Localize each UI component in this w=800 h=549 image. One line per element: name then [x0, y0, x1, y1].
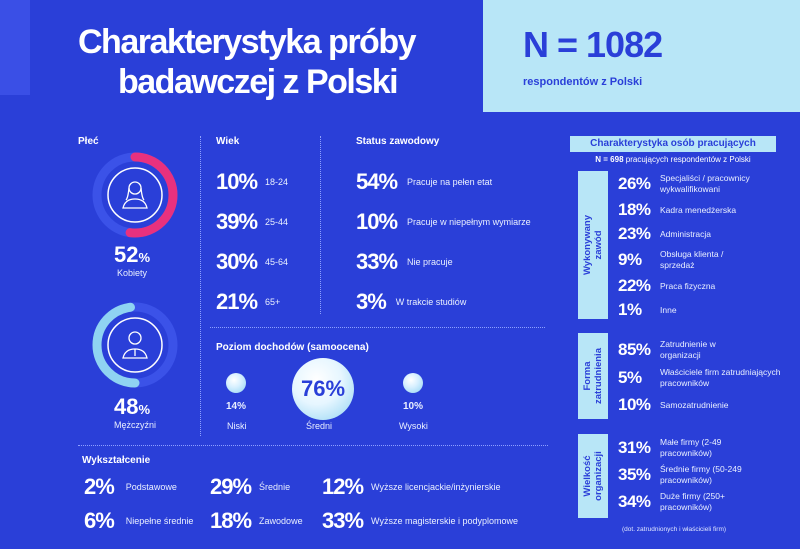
title-line-1: Charakterystyka próby [78, 23, 417, 61]
size-row: 34% Duże firmy (250+ pracowników) [618, 490, 725, 512]
income-mid-circle: 76% [292, 358, 354, 420]
size-row: 31% Małe firmy (2-49 pracowników) [618, 436, 722, 458]
employment-row: 10% Samozatrudnienie [618, 395, 729, 414]
income-mid-label: Średni [306, 421, 333, 431]
women-ring [90, 150, 180, 245]
education-item: 29% Średnie [210, 474, 291, 499]
occupation-list: 26% Specjaliści / pracownicy wykwalifikow… [618, 170, 788, 322]
status-row: 3% W trakcie studiów [356, 289, 467, 314]
status-heading: Status zawodowy [356, 136, 440, 147]
employment-row: 85% Zatrudnienie w organizacji [618, 339, 716, 360]
divider [320, 136, 321, 314]
page-title: Charakterystyka próby badawczej z Polski [78, 22, 458, 102]
occupation-row: 23% Administracja [618, 224, 712, 243]
sample-size-label: respondentów z Polski [523, 76, 643, 88]
education-item: 33% Wyższe magisterskie i podyplomowe [322, 508, 519, 533]
income-mid-value: 76% [300, 376, 346, 401]
status-row: 33% Nie pracuje [356, 249, 453, 274]
occupation-label-box: Wykonywany zawód [578, 171, 608, 319]
size-row: 35% Średnie firmy (50-249 pracowników) [618, 463, 742, 485]
status-row: 10% Pracuje w niepełnym wymiarze [356, 209, 531, 234]
men-percentage: 48% [114, 394, 151, 419]
income-high-label: Wysoki [399, 421, 428, 431]
gender-heading: Płeć [78, 136, 99, 147]
men-ring-chart [92, 302, 178, 388]
woman-icon [122, 181, 148, 209]
divider [210, 327, 545, 328]
income-low-label: Niski [227, 421, 247, 431]
sample-size-box: N = 1082 respondentów z Polski [483, 0, 800, 112]
working-subheading: N = 698 pracujących respondentów z Polsk… [595, 155, 751, 164]
education-item: 18% Zawodowe [210, 508, 303, 533]
working-heading: Charakterystyka osób pracujących [570, 136, 776, 152]
divider [200, 136, 201, 436]
status-list: 54% Pracuje na pełen etat 10% Pracuje w ni… [356, 162, 546, 322]
employment-row: 5% Właściciele firm zatrudniających praco… [618, 367, 781, 388]
employment-label-box: Forma zatrudnienia [578, 333, 608, 419]
occupation-row: 1% Inne [618, 300, 677, 319]
status-row: 54% Pracuje na pełen etat [356, 169, 493, 194]
age-row: 21% 65+ [216, 289, 281, 314]
occupation-row: 22% Praca fizyczna [618, 276, 716, 295]
age-row: 39% 25-44 [216, 209, 289, 234]
income-high-circle [403, 373, 423, 393]
size-list: 31% Małe firmy (2-49 pracowników) 35% Śred… [618, 434, 788, 515]
occupation-row: 26% Specjaliści / pracownicy wykwalifikow… [618, 173, 750, 194]
size-label-box: Wielkość organizacji [578, 434, 608, 518]
title-line-2: badawczej z Polski [118, 63, 399, 101]
education-item: 6% Niepełne średnie [84, 508, 194, 533]
age-heading: Wiek [216, 136, 240, 147]
occupation-row: 9% Obsługa klienta / sprzedaż [618, 249, 724, 270]
income-low-value: 14% [226, 401, 247, 412]
women-label: Kobiety [117, 268, 148, 278]
men-label: Mężczyźni [114, 420, 157, 430]
income-low-circle [226, 373, 246, 393]
occupation-row: 18% Kadra menedżerska [618, 200, 737, 219]
income-heading: Poziom dochodów (samoocena) [216, 342, 369, 353]
education-item: 2% Podstawowe [84, 474, 177, 499]
employment-list: 85% Zatrudnienie w organizacji 5% Właścici… [618, 336, 794, 418]
education-item: 12% Wyższe licencjackie/inżynierskie [322, 474, 501, 499]
men-ring [90, 300, 180, 395]
sample-size-value: N = 1082 [523, 24, 663, 65]
education-heading: Wykształcenie [82, 455, 151, 466]
size-note: (dot. zatrudnionych i właścicieli firm) [622, 526, 727, 533]
men-ring-fill [92, 302, 178, 388]
decorative-strip [0, 0, 30, 95]
age-list: 10% 18-24 39% 25-44 30% 45-64 21% 65+ [216, 162, 316, 322]
women-ring-fill [92, 152, 178, 238]
women-percentage: 52% [114, 242, 151, 267]
women-ring-chart [92, 152, 178, 238]
age-row: 30% 45-64 [216, 249, 289, 274]
man-icon [122, 331, 148, 359]
income-high-value: 10% [403, 401, 424, 412]
age-row: 10% 18-24 [216, 169, 289, 194]
divider [78, 445, 548, 446]
